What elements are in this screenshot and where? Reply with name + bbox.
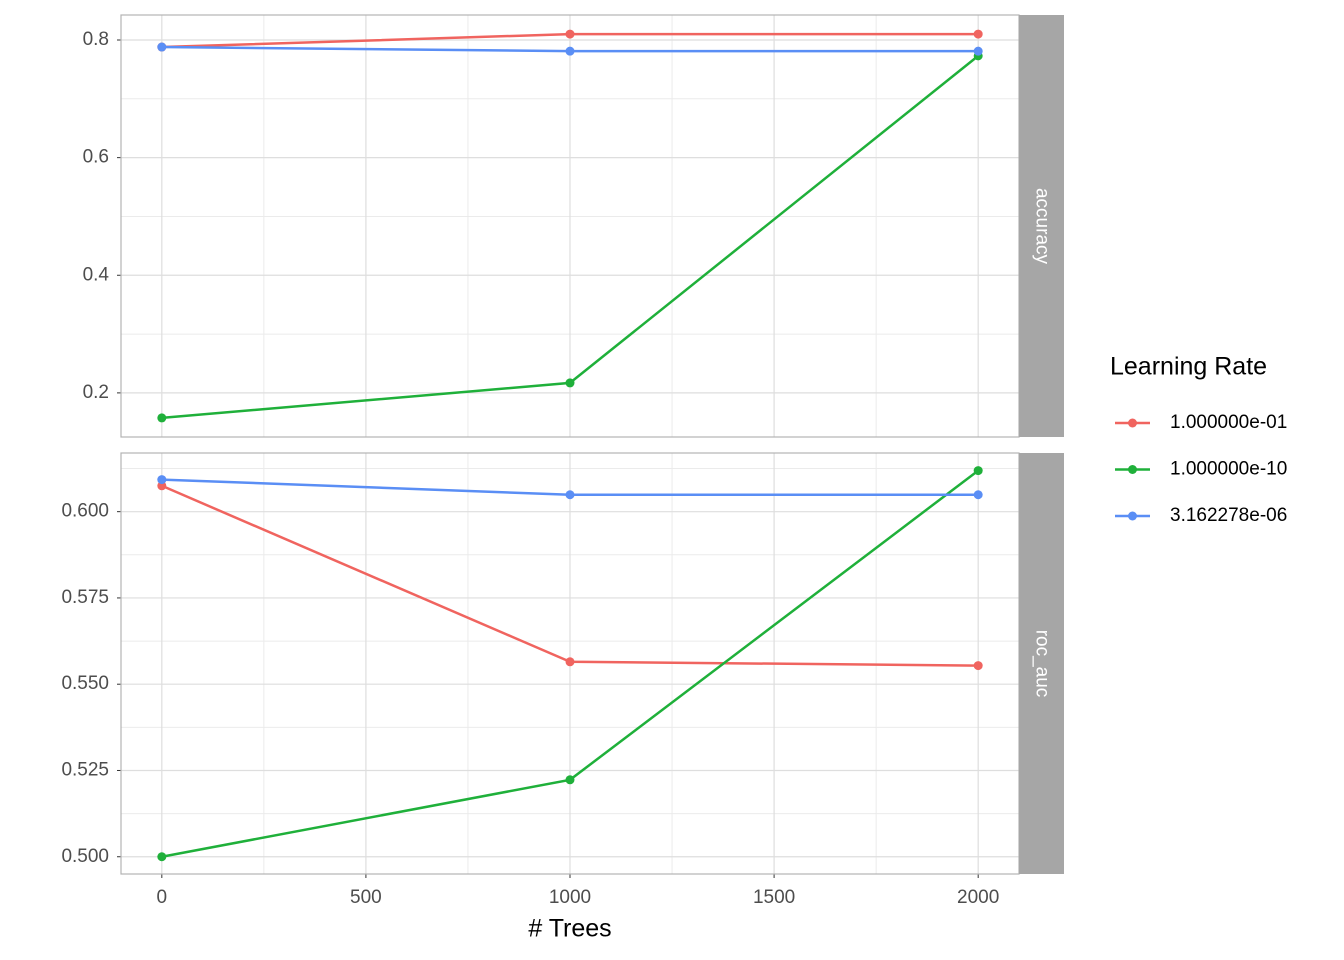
point (157, 42, 167, 52)
point (565, 46, 575, 56)
y-tick-label: 0.4 (83, 264, 110, 285)
x-axis-label: # Trees (528, 915, 611, 943)
y-tick-label: 0.525 (61, 759, 109, 780)
legend-title: Learning Rate (1110, 353, 1267, 381)
y-tick-label: 0.500 (61, 846, 109, 867)
point (565, 29, 575, 39)
legend-point (1128, 511, 1137, 521)
y-tick-label: 0.550 (61, 673, 109, 694)
point (973, 46, 983, 56)
point (565, 378, 575, 388)
legend-point (1128, 465, 1137, 474)
y-tick-label: 0.600 (61, 501, 109, 522)
legend-label: 1.000000e-10 (1170, 459, 1287, 480)
x-tick-label: 0 (157, 887, 168, 908)
point (973, 466, 983, 476)
x-tick-label: 1000 (549, 887, 591, 908)
y-tick-label: 0.8 (83, 29, 109, 50)
point (157, 413, 167, 423)
x-tick-label: 500 (350, 887, 382, 908)
y-tick-label: 0.6 (83, 147, 109, 168)
point (157, 481, 167, 491)
point (157, 475, 167, 485)
point (565, 657, 575, 667)
legend-label: 3.162278e-06 (1170, 505, 1287, 526)
legend-label: 1.000000e-01 (1170, 412, 1287, 433)
point (565, 490, 575, 500)
strip (1019, 15, 1064, 437)
point (973, 29, 983, 39)
strip (1019, 453, 1064, 874)
x-tick-label: 2000 (957, 887, 999, 908)
point (565, 775, 575, 785)
strip-label: roc_auc (1031, 630, 1052, 698)
legend-point (1128, 418, 1137, 428)
point (973, 490, 983, 500)
y-tick-label: 0.2 (83, 382, 109, 403)
y-tick-label: 0.575 (61, 587, 109, 608)
x-tick-label: 1500 (753, 887, 795, 908)
strip-label: accuracy (1031, 188, 1052, 265)
point (157, 852, 167, 862)
point (973, 661, 983, 671)
